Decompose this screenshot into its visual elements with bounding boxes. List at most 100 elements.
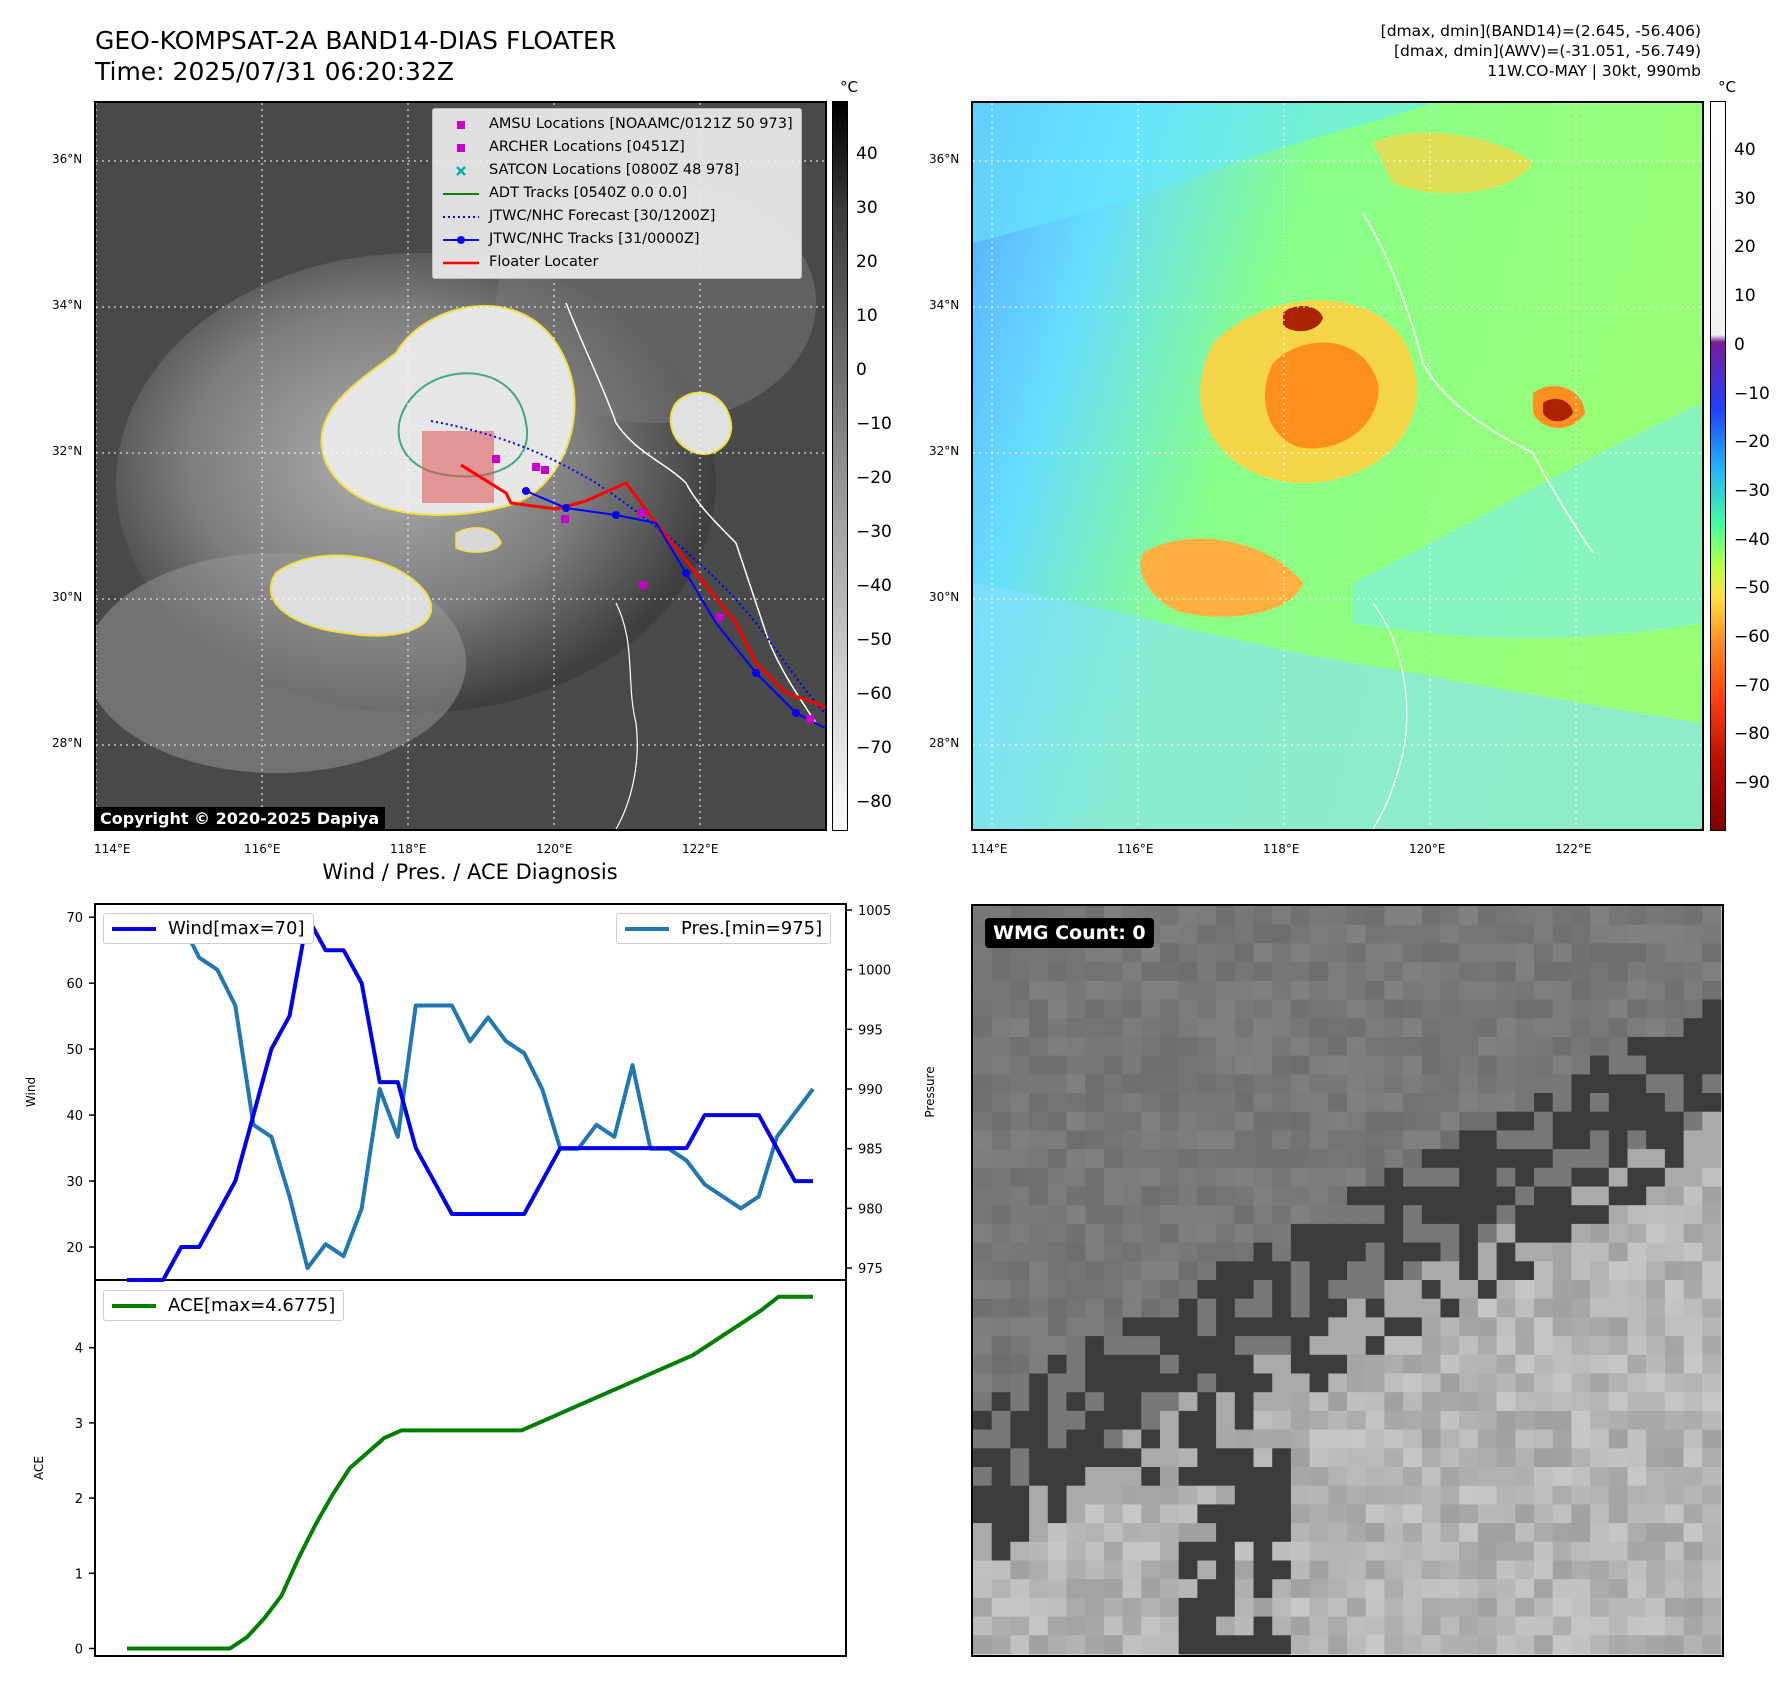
wmg-pixel	[1384, 924, 1404, 944]
wmg-pixel	[1515, 1579, 1535, 1599]
colorbar-tick-label: −40	[856, 576, 892, 596]
wmg-pixel	[1197, 1317, 1217, 1337]
wmg-pixel	[1534, 1280, 1554, 1300]
wmg-pixel	[1197, 1410, 1217, 1431]
wmg-pixel	[1702, 1018, 1722, 1038]
wmg-pixel	[1459, 1093, 1479, 1113]
wmg-pixel	[1066, 1373, 1086, 1393]
wmg-pixel	[1496, 906, 1516, 926]
wmg-pixel	[1178, 1448, 1198, 1468]
wmg-pixel	[1066, 1448, 1086, 1468]
wmg-pixel	[1066, 1635, 1086, 1655]
wmg-pixel	[1571, 1261, 1591, 1281]
wmg-pixel	[1515, 1560, 1535, 1580]
wmg-pixel	[1552, 1242, 1572, 1262]
wmg-pixel	[1141, 1074, 1161, 1094]
wmg-pixel	[1029, 1541, 1049, 1561]
wmg-pixel	[1608, 1149, 1628, 1169]
wmg-pixel	[1253, 1111, 1273, 1131]
wmg-pixel	[1440, 1317, 1460, 1337]
wmg-pixel	[1403, 1130, 1423, 1150]
wmg-pixel	[1085, 1130, 1105, 1150]
wmg-pixel	[1608, 1597, 1628, 1618]
wmg-pixel	[1216, 962, 1236, 982]
wmg-pixel	[1384, 1429, 1404, 1449]
wmg-pixel	[1365, 1541, 1385, 1561]
wmg-pixel	[1496, 1205, 1516, 1225]
wmg-pixel	[1328, 1111, 1348, 1131]
wmg-pixel	[1122, 1429, 1142, 1449]
lon-label: 122°E	[1555, 842, 1592, 856]
wmg-pixel	[1664, 1261, 1685, 1281]
wmg-pixel	[1683, 999, 1703, 1019]
wmg-pixel	[1141, 1018, 1161, 1038]
wmg-pixel	[1272, 1336, 1292, 1356]
wmg-pixel	[1347, 1018, 1367, 1038]
wmg-count-badge: WMG Count: 0	[985, 918, 1154, 948]
wmg-pixel	[1197, 1242, 1217, 1262]
wmg-pixel	[1571, 1280, 1591, 1300]
legend-item-archer: ARCHER Locations [0451Z]	[441, 136, 793, 159]
wmg-pixel	[1627, 962, 1647, 982]
wmg-pixel	[1197, 1093, 1217, 1113]
wmg-pixel	[1384, 1242, 1404, 1262]
wmg-pixel	[1477, 1504, 1498, 1524]
wmg-pixel	[973, 1130, 993, 1150]
wmg-pixel	[1234, 1036, 1254, 1057]
wmg-pixel	[1515, 906, 1535, 926]
wmg-pixel	[1290, 1392, 1311, 1412]
wmg-pixel	[1646, 906, 1666, 926]
wmg-pixel	[1552, 1410, 1572, 1431]
wmg-pixel	[1683, 1093, 1703, 1113]
wmg-pixel	[991, 1410, 1011, 1431]
lat-label: 36°N	[52, 152, 83, 166]
wmg-pixel	[1066, 1504, 1086, 1524]
wmg-pixel	[1253, 1167, 1273, 1187]
wmg-pixel	[1160, 1242, 1180, 1262]
wmg-pixel	[1608, 1074, 1628, 1094]
wmg-pixel	[1160, 1036, 1180, 1057]
wmg-pixel	[1590, 999, 1610, 1019]
wmg-pixel	[1216, 1111, 1236, 1131]
wmg-pixel	[1683, 1167, 1703, 1187]
wmg-pixel	[1384, 1635, 1404, 1655]
wmg-pixel	[1683, 1635, 1703, 1655]
wmg-pixel	[1646, 1167, 1666, 1187]
wmg-pixel	[1066, 1205, 1086, 1225]
wmg-pixel	[1403, 1560, 1423, 1580]
wmg-pixel	[1608, 1298, 1628, 1318]
wmg-pixel	[1646, 1354, 1666, 1374]
wmg-pixel	[1197, 1205, 1217, 1225]
wmg-pixel	[1328, 1317, 1348, 1337]
wmg-pixel	[1160, 1205, 1180, 1225]
wmg-pixel	[1010, 1317, 1030, 1337]
wmg-pixel	[973, 1280, 993, 1300]
wmg-pixel	[1253, 1616, 1273, 1636]
wmg-pixel	[1216, 1074, 1236, 1094]
wmg-pixel	[1664, 1074, 1685, 1094]
wmg-pixel	[1197, 1523, 1217, 1543]
awv-stats: [dmax, dmin](AWV)=(-31.051, -56.749)	[1394, 42, 1701, 60]
wmg-pixel	[1216, 1205, 1236, 1225]
wmg-pixel	[1515, 1111, 1535, 1131]
wmg-pixel	[991, 1280, 1011, 1300]
wmg-pixel	[1496, 1111, 1516, 1131]
wmg-pixel	[1272, 1149, 1292, 1169]
wmg-pixel	[1085, 1485, 1105, 1505]
wmg-pixel	[1590, 1635, 1610, 1655]
wmg-pixel	[1664, 1223, 1685, 1244]
wmg-pixel	[1347, 943, 1367, 963]
wmg-pixel	[1141, 1560, 1161, 1580]
wmg-pixel	[1365, 1467, 1385, 1487]
wmg-pixel	[1702, 1111, 1722, 1131]
wmg-pixel	[1216, 1036, 1236, 1057]
pressure-axis-label: Pressure	[923, 1066, 937, 1117]
pressure-tick-label: 985	[858, 1143, 883, 1158]
wmg-pixel	[1290, 1448, 1311, 1468]
wmg-pixel	[1421, 999, 1441, 1019]
wmg-pixel	[1103, 1093, 1124, 1113]
wmg-pixel	[1309, 1336, 1329, 1356]
wmg-pixel	[1253, 924, 1273, 944]
wmg-pixel	[1253, 962, 1273, 982]
legend-item-satcon: SATCON Locations [0800Z 48 978]	[441, 159, 793, 182]
